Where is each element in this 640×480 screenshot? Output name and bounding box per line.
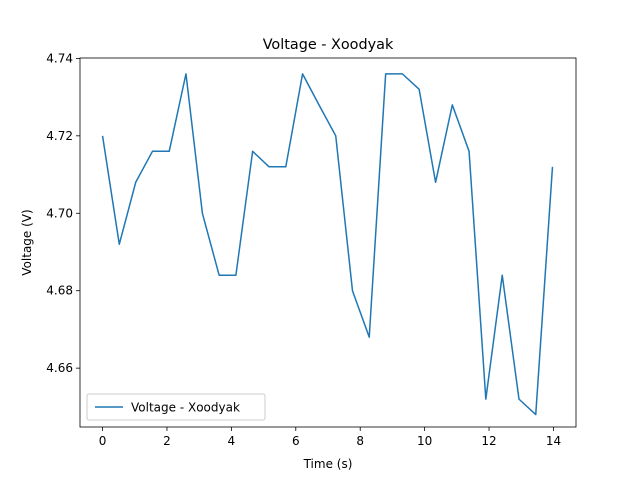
x-tick-label: 10 [417,434,432,448]
x-axis-label: Time (s) [303,457,353,471]
x-tick-label: 4 [228,434,236,448]
y-tick-label: 4.70 [46,206,73,220]
legend-box [86,393,266,421]
series-line-voltage [101,73,554,416]
x-tick-label: 8 [356,434,364,448]
y-tick-label: 4.66 [46,361,73,375]
plot-area [101,73,554,416]
y-tick-label: 4.72 [46,129,73,143]
x-tick-label: 2 [163,434,171,448]
y-tick-label: 4.74 [46,51,73,65]
x-tick-label: 12 [481,434,496,448]
y-tick-label: 4.68 [46,284,73,298]
axes-frame [79,57,577,428]
chart-title: Voltage - Xoodyak [263,37,394,53]
y-axis-label: Voltage (V) [20,209,34,275]
legend-label: Voltage - Xoodyak [131,401,240,415]
x-axis-ticks: 0 2 4 6 8 10 12 14 [99,427,561,448]
legend: Voltage - Xoodyak [86,393,266,421]
x-tick-label: 6 [292,434,300,448]
x-tick-label: 0 [99,434,107,448]
y-axis-ticks: 4.66 4.68 4.70 4.72 4.74 [46,51,80,375]
x-tick-label: 14 [546,434,561,448]
